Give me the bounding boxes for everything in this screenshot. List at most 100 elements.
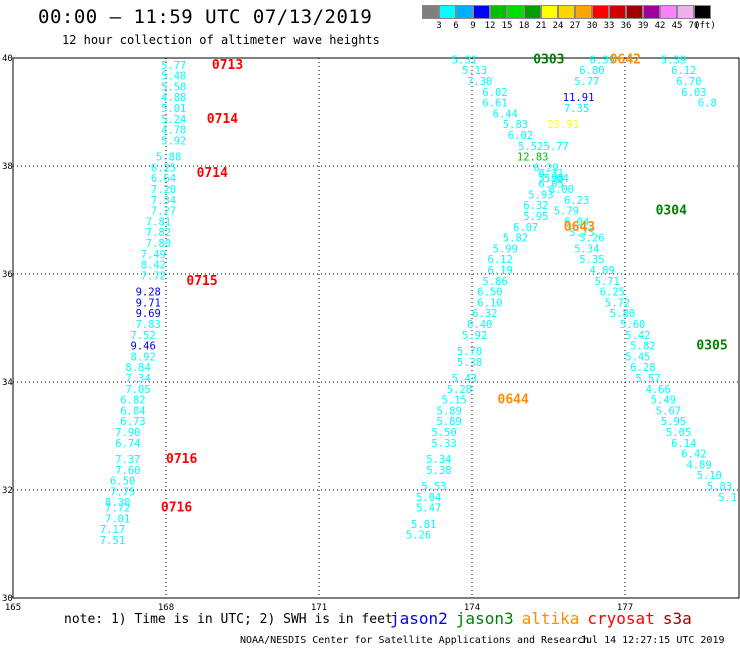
- pass-label: 0643: [564, 220, 595, 235]
- wave-height-value: 7.51: [100, 535, 125, 547]
- wave-height-value: 5.80: [610, 308, 635, 320]
- color-scale-label: 9: [470, 21, 476, 31]
- pass-label: 0715: [186, 274, 217, 289]
- y-tick-label: 34: [2, 378, 13, 388]
- color-scale-swatch: [422, 5, 439, 19]
- wave-height-value: 5.35: [579, 254, 604, 266]
- pass-label: 0305: [696, 339, 727, 354]
- wave-height-value: 7.17: [100, 524, 125, 536]
- color-scale-swatch: [558, 5, 575, 19]
- color-scale-swatch: [473, 5, 490, 19]
- wave-height-value: 7.72: [105, 503, 130, 515]
- wave-height-value: 8.84: [125, 362, 150, 374]
- color-scale-swatch: [592, 5, 609, 19]
- color-scale-label: 45: [671, 21, 683, 31]
- wave-height-value: 5.95: [661, 416, 686, 428]
- pass-label: 0303: [533, 52, 564, 67]
- y-tick-label: 38: [2, 162, 13, 172]
- wave-height-value: 7.80: [146, 238, 171, 250]
- wave-height-value: 6.32: [523, 200, 548, 212]
- wave-height-value: 7.05: [125, 384, 150, 396]
- color-scale-label: 36: [620, 21, 632, 31]
- wave-height-value: 5.26: [406, 530, 431, 542]
- wave-height-value: 5.71: [595, 276, 620, 288]
- color-scale-label: 6: [453, 21, 459, 31]
- wave-height-value: 5.73: [569, 227, 594, 239]
- wave-height-value: 7.75: [110, 486, 135, 498]
- wave-height-value: 5.77: [544, 141, 569, 153]
- wave-height-value: 6.40: [467, 319, 492, 331]
- color-scale-swatch: [439, 5, 456, 19]
- wave-height-value: 6.02: [482, 87, 507, 99]
- wave-height-value: 5.26: [579, 233, 604, 245]
- wave-height-value: 5.33: [431, 438, 456, 450]
- wave-height-value: 4.89: [590, 265, 615, 277]
- wave-height-value: 4.89: [686, 459, 711, 471]
- wave-height-value: 6.04: [564, 216, 589, 228]
- wave-height-value: 7.34: [151, 195, 176, 207]
- satellite-legend: jason2 jason3 altika cryosat s3a: [390, 609, 700, 628]
- wave-height-value: 5.53: [421, 481, 446, 493]
- pass-label: 0714: [197, 166, 228, 181]
- wave-height-value: 6.61: [482, 98, 507, 110]
- pass-label: 0304: [656, 204, 687, 219]
- wave-height-value: 5.24: [161, 114, 186, 126]
- wave-height-value: 5.47: [416, 503, 441, 515]
- pass-label: 0716: [161, 501, 192, 516]
- pass-label: 0716: [166, 452, 197, 467]
- wave-height-value: 7.30: [467, 76, 492, 88]
- timestamp-text: Jul 14 12:27:15 UTC 2019: [580, 635, 725, 646]
- map-frame: [12, 57, 740, 599]
- wave-height-value: 5.83: [707, 481, 732, 493]
- color-scale-label: 39: [637, 21, 649, 31]
- wave-height-value: 6.28: [630, 362, 655, 374]
- color-scale-label: (ft): [694, 21, 716, 31]
- wave-height-value: 6.29: [533, 162, 558, 174]
- wave-height-value: 5.04: [544, 173, 569, 185]
- wave-height-value: 6.44: [493, 108, 518, 120]
- color-scale-swatch: [456, 5, 473, 19]
- wave-height-value: 7.90: [115, 427, 140, 439]
- wave-height-value: 6.02: [508, 130, 533, 142]
- wave-height-value: 6.84: [120, 405, 145, 417]
- wave-height-value: 7.27: [151, 206, 176, 218]
- wave-height-value: 5.60: [620, 319, 645, 331]
- color-scale-swatch: [490, 5, 507, 19]
- wave-height-value: 8.42: [141, 260, 166, 272]
- wave-height-value: 5.04: [416, 492, 441, 504]
- wave-height-value: 5.05: [666, 427, 691, 439]
- wave-height-value: 9.46: [131, 341, 156, 353]
- color-scale-swatch: [660, 5, 677, 19]
- wave-height-value: 5.67: [656, 405, 681, 417]
- wave-height-value: 5.52: [518, 141, 543, 153]
- wave-height-value: 5.81: [411, 519, 436, 531]
- wave-height-value: 5.43: [452, 373, 477, 385]
- wave-height-value: 6.8: [698, 98, 717, 110]
- wave-height-value: 5.86: [482, 276, 507, 288]
- wave-height-value: 5.45: [625, 351, 650, 363]
- color-scale-label: 27: [569, 21, 581, 31]
- wave-height-value: 11.91: [563, 92, 595, 104]
- x-tick-label: 165: [5, 603, 21, 613]
- wave-height-value: 5.83: [503, 119, 528, 131]
- wave-height-value: 5.89: [437, 416, 462, 428]
- wave-height-value: 5.77: [161, 60, 186, 72]
- wave-height-value: 5.38: [457, 357, 482, 369]
- wave-height-value: 5.79: [554, 206, 579, 218]
- wave-height-value: 5.70: [457, 346, 482, 358]
- footnote: note: 1) Time is in UTC; 2) SWH is in fe…: [64, 612, 393, 627]
- wave-height-value: 6.07: [513, 222, 538, 234]
- color-scale-label: 24: [552, 21, 564, 31]
- wave-height-value: 5.31: [452, 54, 477, 66]
- wave-height-value: 5.72: [605, 297, 630, 309]
- wave-height-value: 5.13: [462, 65, 487, 77]
- wave-height-value: 7.34: [125, 373, 150, 385]
- x-tick-label: 177: [617, 603, 633, 613]
- wave-height-value: 5.92: [161, 135, 186, 147]
- wave-height-value: 6.23: [564, 195, 589, 207]
- wave-height-value: 6.50: [110, 476, 135, 488]
- color-scale-label: 30: [586, 21, 598, 31]
- y-tick-label: 36: [2, 270, 13, 280]
